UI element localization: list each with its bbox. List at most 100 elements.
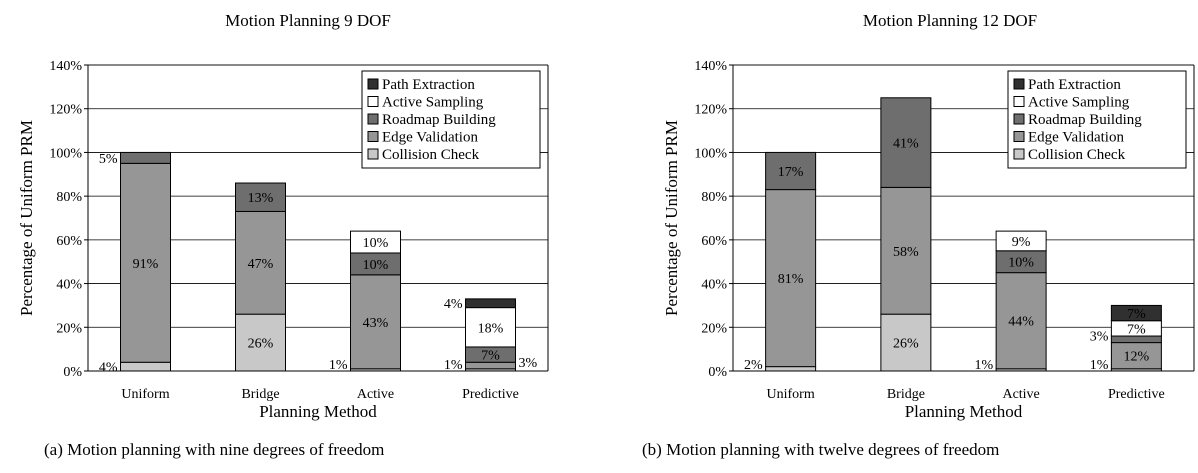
y-tick-label: 20% (56, 321, 82, 336)
y-axis-title: Percentage of Uniform PRM (662, 120, 681, 316)
x-tick-label: Active (357, 387, 394, 402)
data-label: 1% (974, 358, 993, 373)
legend-swatch-path (367, 78, 379, 90)
y-tick-label: 20% (701, 321, 727, 336)
legend-swatch-active (367, 96, 379, 107)
chart-title: Motion Planning 12 DOF (863, 11, 1037, 30)
bar-segment-path (465, 298, 516, 309)
legend-box (1007, 70, 1187, 169)
bar-segment-collision (765, 366, 817, 372)
x-tick-label: Uniform (767, 387, 815, 402)
y-tick-label: 40% (56, 278, 82, 293)
y-tick-label: 120% (49, 103, 82, 118)
chart-1: Motion Planning 9 DOF 0% 20% 40% 60% 80% 100% 1… (17, 11, 549, 421)
y-tick-label: 0% (63, 365, 82, 380)
bar-segment-active (465, 307, 516, 348)
data-label: 10% (363, 258, 389, 273)
data-label: 10% (1008, 256, 1034, 271)
legend-label: Path Extraction (1028, 77, 1121, 93)
bar-segment-roadmap (235, 182, 286, 212)
data-label: 2% (744, 358, 763, 373)
legend-label: Active Sampling (382, 95, 484, 111)
data-label: 12% (1124, 350, 1150, 365)
data-label: 41% (893, 137, 919, 152)
data-label: 17% (778, 165, 804, 180)
data-label: 1% (329, 358, 348, 373)
legend-swatch-path (1013, 78, 1025, 90)
y-tick-label: 60% (56, 234, 82, 249)
bar-segment-collision (235, 313, 286, 372)
bar-segment-active (995, 230, 1047, 252)
y-tick-label: 40% (701, 278, 727, 293)
data-label: 18% (478, 321, 504, 336)
data-label: 81% (778, 272, 804, 287)
legend-swatch-collision (367, 148, 379, 160)
x-tick-label: Bridge (241, 387, 279, 402)
y-tick-label: 120% (694, 103, 727, 118)
data-label: 4% (99, 361, 118, 376)
x-axis-title: Planning Method (905, 402, 1023, 421)
y-tick-label: 140% (694, 59, 727, 74)
y-tick-label: 80% (56, 190, 82, 205)
x-axis-title: Planning Method (259, 402, 377, 421)
data-label: 4% (444, 297, 463, 312)
x-tick-label: Predictive (462, 387, 519, 402)
legend-label: Active Sampling (1028, 95, 1130, 111)
data-label: 7% (481, 349, 500, 364)
bar-segment-roadmap (120, 151, 171, 164)
y-tick-label: 0% (708, 365, 727, 380)
legend-swatch-active (1013, 96, 1025, 107)
x-tick-label: Bridge (887, 387, 925, 402)
bar-segment-roadmap (880, 97, 932, 188)
y-tick-label: 100% (49, 146, 82, 161)
y-tick-label: 100% (694, 146, 727, 161)
legend-label: Roadmap Building (382, 112, 496, 128)
data-label: 1% (1090, 358, 1109, 373)
legend-box (361, 70, 541, 169)
legend-label: Collision Check (382, 147, 480, 163)
bar-segment-collision (120, 361, 171, 372)
legend-swatch-collision (1013, 148, 1025, 160)
data-label: 91% (133, 257, 159, 272)
data-label: 5% (99, 152, 118, 167)
data-label: 7% (1127, 307, 1146, 322)
data-label: 43% (363, 316, 389, 331)
legend-swatch-roadmap (367, 113, 379, 125)
data-label: 26% (893, 337, 919, 352)
y-tick-label: 60% (701, 234, 727, 249)
bar-segment-edge (235, 210, 286, 315)
x-tick-label: Active (1002, 387, 1039, 402)
data-label: 44% (1008, 315, 1034, 330)
legend-label: Roadmap Building (1028, 112, 1142, 128)
data-label: 47% (248, 257, 274, 272)
bar-segment-edge (350, 274, 401, 370)
caption-left: (a) Motion planning with nine degrees of… (44, 440, 385, 459)
legend-label: Edge Validation (1028, 130, 1124, 146)
data-label: 26% (248, 337, 274, 352)
caption-right: (b) Motion planning with twelve degrees … (642, 440, 1000, 459)
bar-segment-edge (880, 186, 932, 315)
data-label: 9% (1012, 235, 1031, 250)
y-axis-title: Percentage of Uniform PRM (17, 120, 36, 316)
data-label: 7% (1127, 322, 1146, 337)
bar-segment-edge (1110, 342, 1162, 370)
legend-swatch-edge (367, 131, 379, 142)
chart-2: Motion Planning 12 DOF 0% 20% 40% 60% 80% 100%… (662, 11, 1195, 421)
y-tick-label: 140% (49, 59, 82, 74)
data-label: 3% (519, 356, 538, 371)
bar-segment-roadmap (765, 151, 817, 191)
x-tick-label: Predictive (1108, 387, 1165, 402)
bar-segment-active (350, 230, 401, 254)
bar-segment-edge (765, 189, 817, 368)
data-label: 58% (893, 245, 919, 260)
data-label: 1% (444, 358, 463, 373)
y-tick-label: 80% (701, 190, 727, 205)
legend-label: Collision Check (1028, 147, 1126, 163)
legend-swatch-roadmap (1013, 113, 1025, 125)
x-tick-label: Uniform (121, 387, 169, 402)
legend-swatch-edge (1013, 131, 1025, 142)
legend-label: Path Extraction (382, 77, 475, 93)
